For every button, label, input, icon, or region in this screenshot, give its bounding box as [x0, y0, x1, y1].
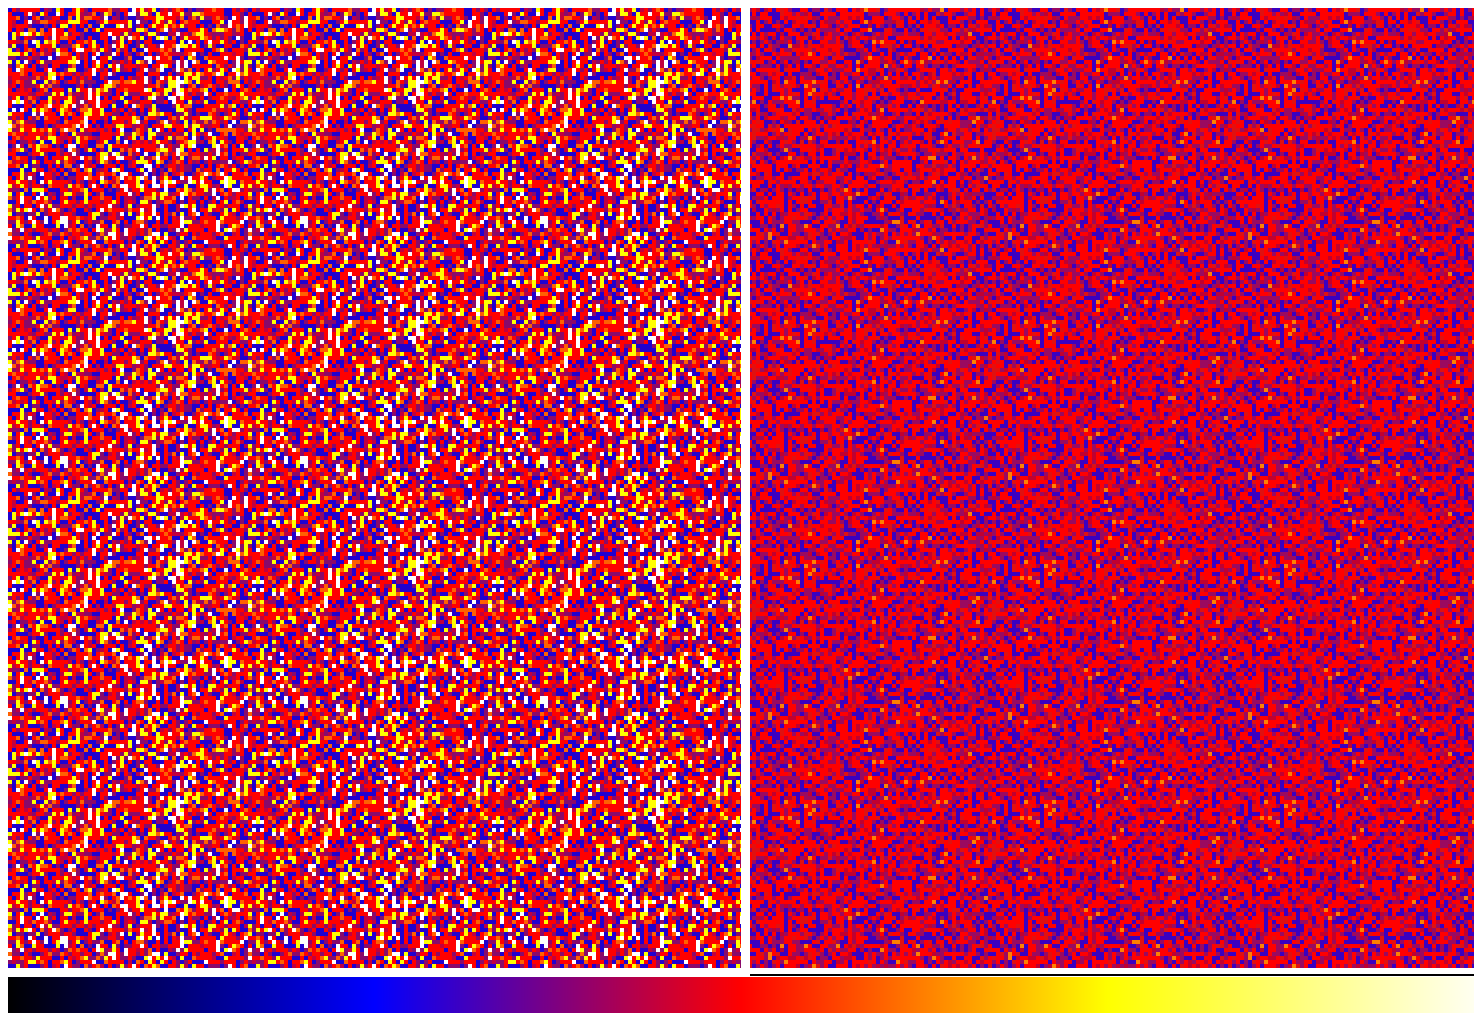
right-heatmap: [750, 8, 1474, 968]
screen: [0, 0, 1474, 1015]
colorbar: [8, 977, 1474, 1013]
left-heatmap: [8, 8, 741, 968]
